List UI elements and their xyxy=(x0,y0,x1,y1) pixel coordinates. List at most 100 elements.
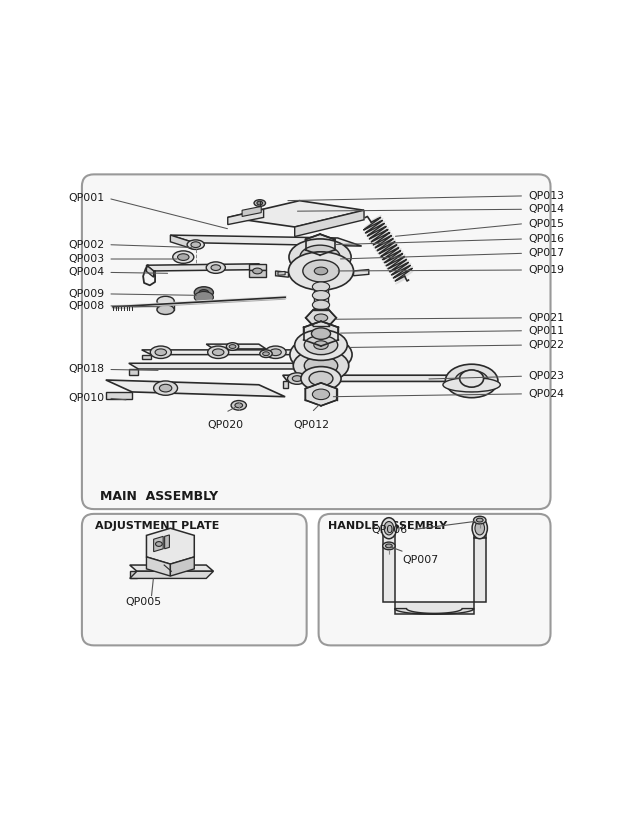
Text: QP011: QP011 xyxy=(528,326,564,335)
Polygon shape xyxy=(199,292,209,297)
Ellipse shape xyxy=(194,287,213,298)
Ellipse shape xyxy=(289,239,351,275)
Text: QP013: QP013 xyxy=(528,191,564,201)
Polygon shape xyxy=(304,322,338,346)
Text: QP003: QP003 xyxy=(68,254,104,264)
Ellipse shape xyxy=(384,522,394,535)
Text: QP005: QP005 xyxy=(125,597,161,607)
Text: QP001: QP001 xyxy=(68,193,104,204)
Ellipse shape xyxy=(235,403,242,408)
Ellipse shape xyxy=(475,522,484,535)
Ellipse shape xyxy=(154,381,178,396)
Polygon shape xyxy=(283,382,288,388)
Polygon shape xyxy=(295,210,364,237)
Ellipse shape xyxy=(312,389,329,400)
Ellipse shape xyxy=(312,239,329,250)
Ellipse shape xyxy=(312,291,329,300)
Ellipse shape xyxy=(252,268,262,274)
Ellipse shape xyxy=(288,373,307,384)
Ellipse shape xyxy=(173,251,194,263)
Polygon shape xyxy=(249,264,266,269)
Ellipse shape xyxy=(199,290,209,295)
Ellipse shape xyxy=(226,343,239,350)
Text: QP019: QP019 xyxy=(528,265,564,275)
Polygon shape xyxy=(170,235,362,246)
FancyBboxPatch shape xyxy=(82,514,307,646)
Polygon shape xyxy=(106,392,132,399)
Polygon shape xyxy=(276,271,289,278)
Text: HANDLE ASSEMBLY: HANDLE ASSEMBLY xyxy=(328,521,447,531)
Ellipse shape xyxy=(312,300,329,309)
Ellipse shape xyxy=(159,384,172,392)
Ellipse shape xyxy=(254,199,265,207)
Ellipse shape xyxy=(314,341,328,349)
Polygon shape xyxy=(228,201,364,227)
Ellipse shape xyxy=(257,201,263,205)
Ellipse shape xyxy=(386,544,392,548)
Text: QP007: QP007 xyxy=(402,555,439,566)
Ellipse shape xyxy=(312,252,329,262)
Polygon shape xyxy=(383,528,395,602)
Ellipse shape xyxy=(301,366,341,391)
Ellipse shape xyxy=(191,242,201,247)
Text: QP024: QP024 xyxy=(528,389,564,399)
Polygon shape xyxy=(146,557,170,576)
Ellipse shape xyxy=(383,542,395,549)
Ellipse shape xyxy=(157,305,174,314)
Ellipse shape xyxy=(293,349,349,382)
Polygon shape xyxy=(283,375,474,382)
Ellipse shape xyxy=(314,314,328,322)
Ellipse shape xyxy=(178,254,189,260)
Ellipse shape xyxy=(194,291,213,303)
Polygon shape xyxy=(142,350,321,355)
Text: QP018: QP018 xyxy=(68,365,104,374)
Ellipse shape xyxy=(265,346,286,358)
Text: QP016: QP016 xyxy=(528,234,564,244)
Ellipse shape xyxy=(187,240,204,249)
Polygon shape xyxy=(165,535,170,549)
Ellipse shape xyxy=(229,344,236,348)
Polygon shape xyxy=(228,209,263,225)
Ellipse shape xyxy=(304,356,337,375)
Ellipse shape xyxy=(309,371,333,386)
Polygon shape xyxy=(249,269,266,278)
Text: ADJUSTMENT PLATE: ADJUSTMENT PLATE xyxy=(95,521,220,531)
Ellipse shape xyxy=(473,516,486,524)
Ellipse shape xyxy=(290,336,352,373)
Ellipse shape xyxy=(443,378,500,392)
Ellipse shape xyxy=(212,349,224,356)
Polygon shape xyxy=(142,355,151,360)
Ellipse shape xyxy=(289,252,354,290)
Ellipse shape xyxy=(312,282,329,291)
Text: QP002: QP002 xyxy=(68,239,104,250)
Text: QP004: QP004 xyxy=(68,268,104,278)
Ellipse shape xyxy=(381,518,397,539)
Text: QP015: QP015 xyxy=(528,219,564,229)
Polygon shape xyxy=(170,235,194,249)
Polygon shape xyxy=(129,363,302,369)
Text: QP017: QP017 xyxy=(528,248,564,258)
Polygon shape xyxy=(474,538,486,602)
Ellipse shape xyxy=(151,346,172,358)
Ellipse shape xyxy=(208,346,229,358)
Text: QP021: QP021 xyxy=(528,313,564,323)
Polygon shape xyxy=(157,301,174,309)
Text: QP010: QP010 xyxy=(68,393,104,403)
Polygon shape xyxy=(130,571,213,579)
Ellipse shape xyxy=(312,328,331,339)
Ellipse shape xyxy=(460,370,484,387)
Text: QP012: QP012 xyxy=(294,420,329,430)
Polygon shape xyxy=(395,609,474,615)
Ellipse shape xyxy=(157,296,174,306)
Ellipse shape xyxy=(304,335,337,355)
Polygon shape xyxy=(314,271,328,316)
Polygon shape xyxy=(206,344,266,349)
Text: QP022: QP022 xyxy=(528,340,564,350)
Text: QP008: QP008 xyxy=(68,301,104,311)
Polygon shape xyxy=(354,269,369,276)
Ellipse shape xyxy=(155,541,162,546)
Ellipse shape xyxy=(206,262,225,274)
Polygon shape xyxy=(170,557,194,576)
Ellipse shape xyxy=(295,330,347,361)
Ellipse shape xyxy=(445,364,498,398)
